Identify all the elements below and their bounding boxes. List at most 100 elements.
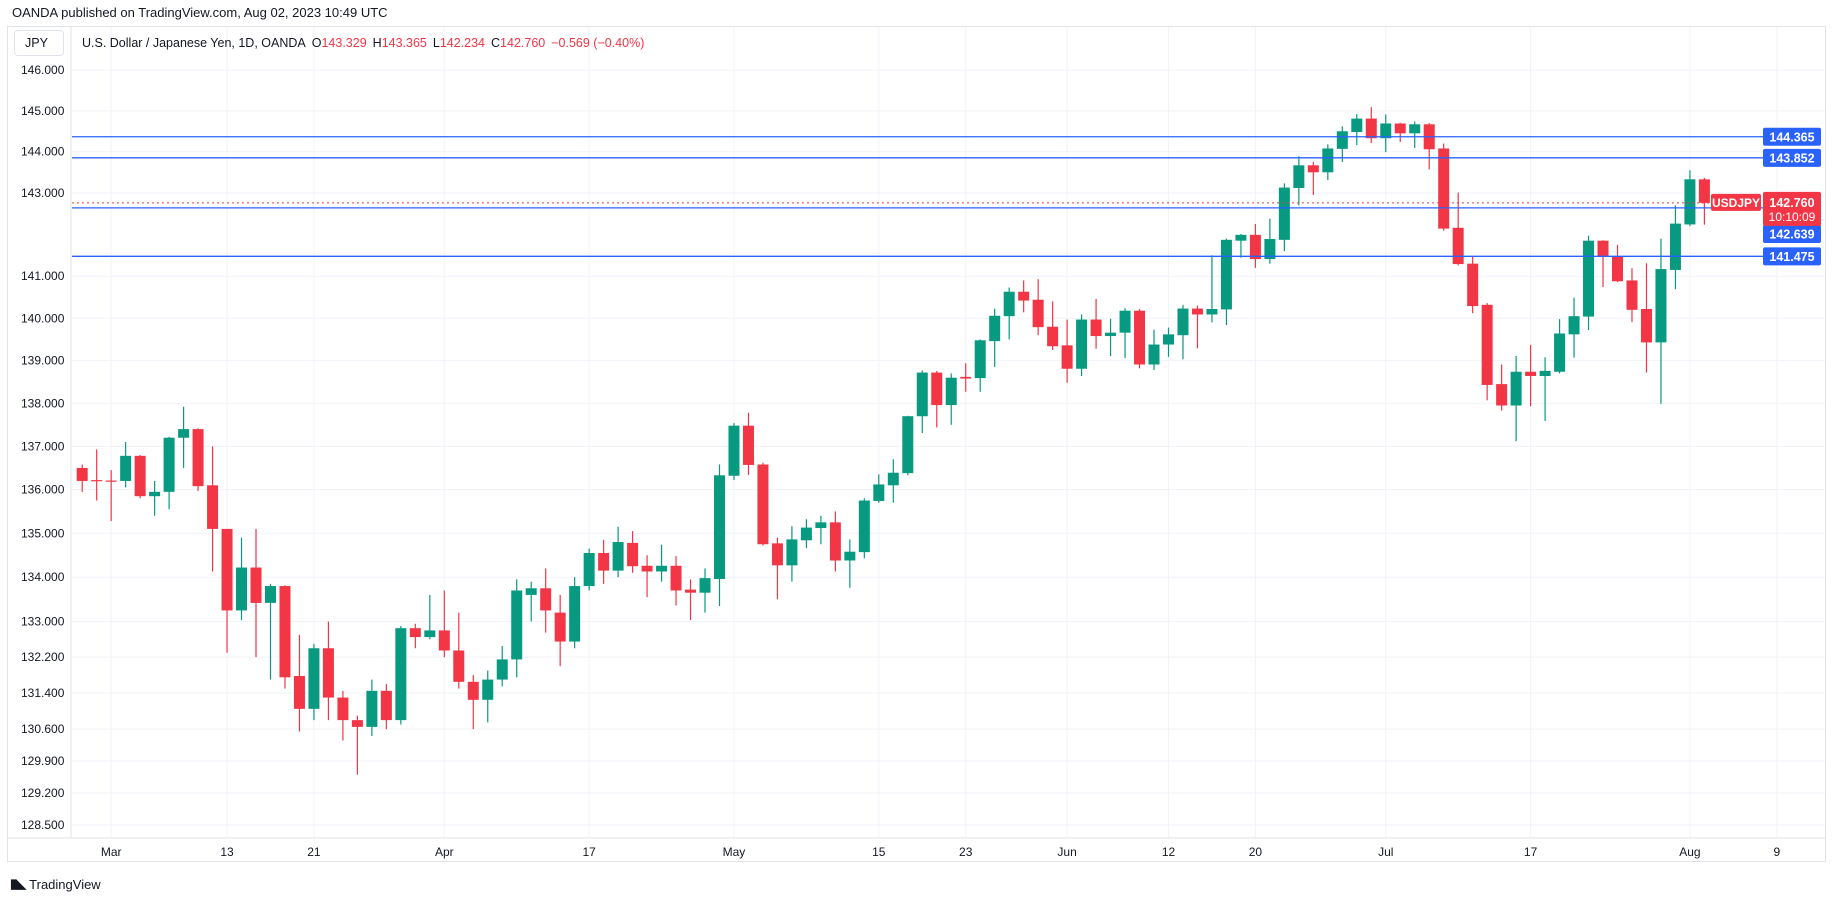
candle-down[interactable] xyxy=(105,470,117,522)
candle-up[interactable] xyxy=(974,339,986,392)
candle-up[interactable] xyxy=(844,539,856,588)
candle-down[interactable] xyxy=(1640,263,1652,373)
candle-up[interactable] xyxy=(713,464,725,606)
candle-up[interactable] xyxy=(308,643,320,721)
candle-up[interactable] xyxy=(1322,144,1334,181)
candle-up[interactable] xyxy=(1076,314,1088,376)
candle-down[interactable] xyxy=(1452,192,1464,266)
candle-up[interactable] xyxy=(496,646,508,687)
candle-down[interactable] xyxy=(1423,123,1435,170)
candle-down[interactable] xyxy=(1525,344,1537,407)
candle-up[interactable] xyxy=(1510,355,1522,442)
candle-up[interactable] xyxy=(395,625,407,725)
candle-down[interactable] xyxy=(771,537,783,600)
candle-up[interactable] xyxy=(482,670,494,723)
candle-down[interactable] xyxy=(742,412,754,475)
candle-down[interactable] xyxy=(1032,279,1044,336)
candle-up[interactable] xyxy=(699,568,711,613)
candle-down[interactable] xyxy=(685,579,697,621)
candle-down[interactable] xyxy=(322,621,334,721)
candle-up[interactable] xyxy=(1669,205,1681,290)
candle-down[interactable] xyxy=(1496,364,1508,411)
candle-up[interactable] xyxy=(728,423,740,481)
candle-down[interactable] xyxy=(757,462,769,546)
candle-down[interactable] xyxy=(1249,224,1261,268)
candle-up[interactable] xyxy=(1177,304,1189,360)
candle-down[interactable] xyxy=(1307,162,1319,196)
candle-up[interactable] xyxy=(1568,297,1580,358)
candle-down[interactable] xyxy=(192,428,204,491)
candle-up[interactable] xyxy=(1336,126,1348,163)
candle-down[interactable] xyxy=(1090,298,1102,349)
candle-up[interactable] xyxy=(366,679,378,736)
candle-up[interactable] xyxy=(583,548,595,591)
tradingview-logo[interactable]: ▮◣ TradingView xyxy=(10,876,101,892)
candle-down[interactable] xyxy=(931,370,943,428)
candle-up[interactable] xyxy=(1163,327,1174,357)
candle-up[interactable] xyxy=(815,515,827,545)
candle-down[interactable] xyxy=(250,528,262,658)
candle-up[interactable] xyxy=(1409,121,1421,149)
candle-down[interactable] xyxy=(1134,308,1146,369)
candle-down[interactable] xyxy=(438,590,450,658)
candle-up[interactable] xyxy=(178,406,190,468)
candle-up[interactable] xyxy=(1235,234,1247,258)
candle-up[interactable] xyxy=(786,526,798,582)
candle-down[interactable] xyxy=(134,454,146,499)
candle-up[interactable] xyxy=(163,436,175,510)
candle-up[interactable] xyxy=(916,370,928,433)
candle-up[interactable] xyxy=(236,537,248,621)
candle-up[interactable] xyxy=(1293,156,1305,206)
candle-down[interactable] xyxy=(293,634,305,732)
candle-down[interactable] xyxy=(1438,143,1450,231)
candle-down[interactable] xyxy=(1191,305,1203,349)
candle-up[interactable] xyxy=(1003,287,1015,340)
candle-down[interactable] xyxy=(670,556,682,606)
candle-down[interactable] xyxy=(1698,177,1710,225)
candle-up[interactable] xyxy=(1278,183,1290,252)
candle-up[interactable] xyxy=(989,308,1001,368)
candle-down[interactable] xyxy=(554,594,566,667)
candle-down[interactable] xyxy=(1626,268,1638,323)
candle-down[interactable] xyxy=(207,446,219,572)
candle-up[interactable] xyxy=(902,415,914,476)
candle-up[interactable] xyxy=(612,526,624,578)
candle-down[interactable] xyxy=(221,528,233,653)
candle-up[interactable] xyxy=(149,480,161,516)
candle-down[interactable] xyxy=(91,449,103,501)
candle-down[interactable] xyxy=(1047,301,1059,351)
candle-up[interactable] xyxy=(424,594,436,640)
candle-down[interactable] xyxy=(279,585,291,689)
candle-up[interactable] xyxy=(569,577,581,649)
candle-up[interactable] xyxy=(1583,235,1595,331)
candle-down[interactable] xyxy=(76,464,88,492)
candle-down[interactable] xyxy=(598,539,610,584)
symbol-search-button[interactable]: JPY xyxy=(14,30,64,56)
candle-down[interactable] xyxy=(1467,256,1479,314)
candle-down[interactable] xyxy=(540,568,552,633)
candle-down[interactable] xyxy=(1365,107,1377,144)
candle-up[interactable] xyxy=(1119,308,1131,359)
candle-up[interactable] xyxy=(264,583,276,680)
candle-up[interactable] xyxy=(1380,114,1392,153)
candle-up[interactable] xyxy=(1105,318,1117,356)
candle-down[interactable] xyxy=(1061,319,1073,383)
candle-down[interactable] xyxy=(380,684,392,730)
candle-down[interactable] xyxy=(1612,244,1624,283)
candle-down[interactable] xyxy=(641,555,653,598)
candle-up[interactable] xyxy=(1684,170,1696,227)
candle-up[interactable] xyxy=(1351,114,1363,146)
candle-up[interactable] xyxy=(656,544,668,582)
candle-down[interactable] xyxy=(467,675,479,730)
candle-down[interactable] xyxy=(1597,240,1609,288)
candle-up[interactable] xyxy=(1655,238,1667,404)
candle-up[interactable] xyxy=(873,474,885,503)
candle-up[interactable] xyxy=(800,519,812,549)
candle-up[interactable] xyxy=(1539,357,1551,421)
candle-up[interactable] xyxy=(525,581,537,622)
candle-down[interactable] xyxy=(1481,303,1493,401)
candle-down[interactable] xyxy=(409,623,421,649)
candle-up[interactable] xyxy=(945,373,957,425)
candle-up[interactable] xyxy=(887,459,899,503)
